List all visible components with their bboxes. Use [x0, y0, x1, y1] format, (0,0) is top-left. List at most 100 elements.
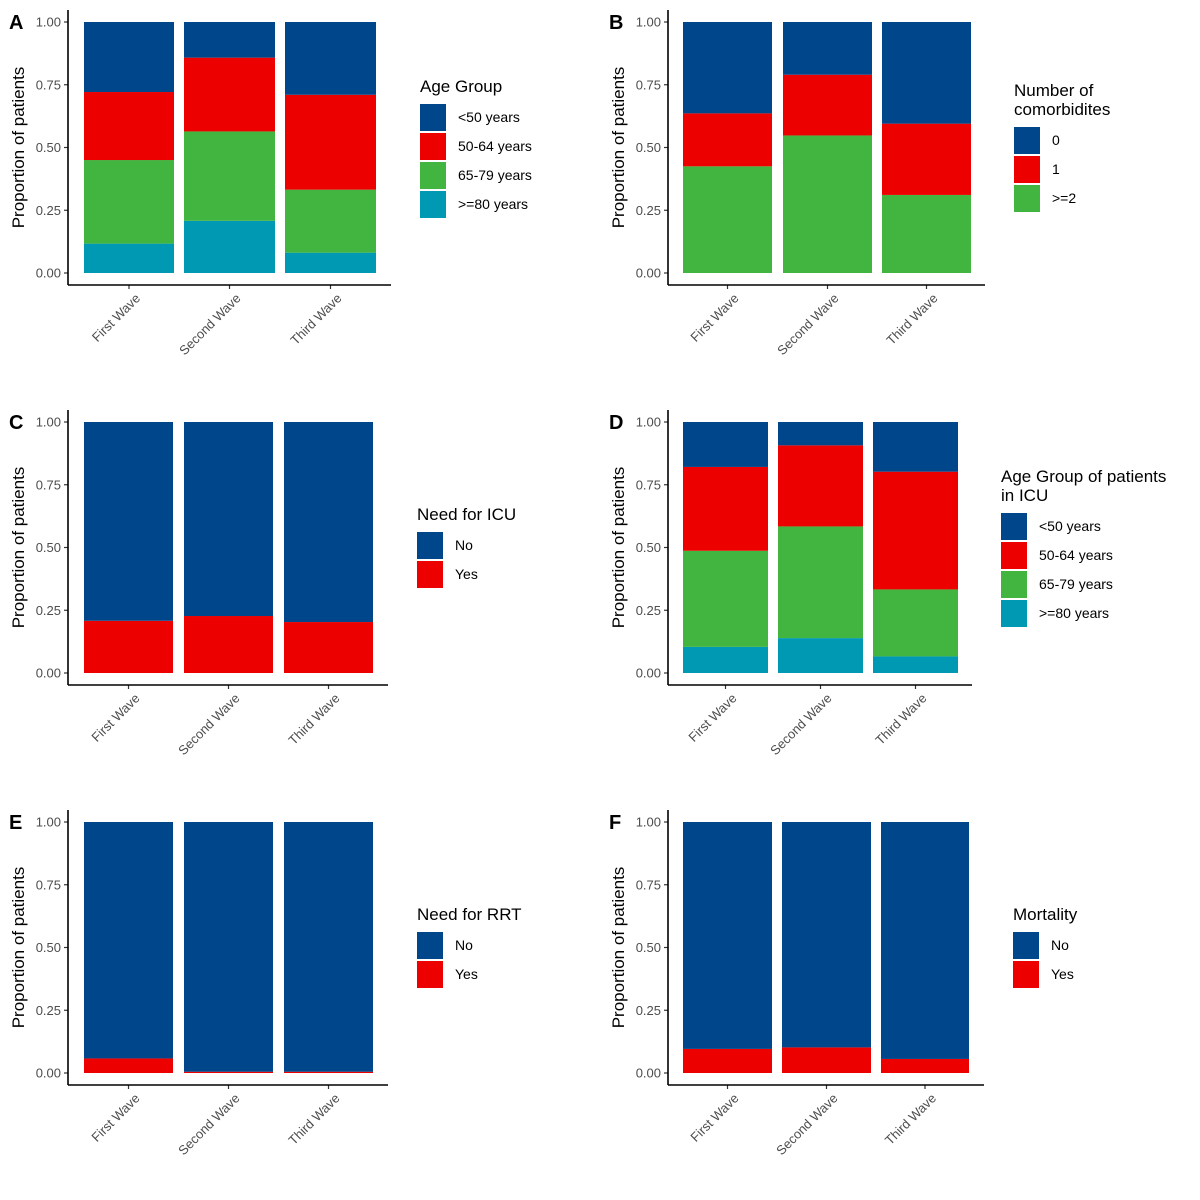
- bar-segment-first-wave-6579years: [683, 550, 768, 647]
- legend-title: Age Group: [420, 77, 502, 96]
- panel-b: B Proportion of patients 0.00 0.25 0.50 0.75 1…: [609, 10, 1110, 358]
- legend-key: [1013, 961, 1039, 988]
- legend-title: Need for ICU: [417, 505, 516, 524]
- legend: Mortality No Yes: [1013, 905, 1078, 988]
- y-tick-label: 1.00: [36, 815, 61, 830]
- bar-segment-second-wave-Yes: [184, 616, 273, 673]
- bar-segment-second-wave-2: [783, 135, 872, 273]
- legend-key: [417, 561, 443, 588]
- bar-segment-second-wave-5064years: [778, 445, 863, 527]
- legend-key: [1001, 542, 1027, 569]
- y-tick-label: 1.00: [36, 415, 61, 430]
- panel-d: D Proportion of patients 0.00 0.25 0.50 0.75 1…: [609, 410, 1166, 758]
- y-tick-label: 0.00: [636, 266, 661, 281]
- bar-segment-third-wave-50years: [873, 422, 958, 472]
- bar-segment-first-wave-6579years: [84, 160, 174, 244]
- legend-label: 1: [1052, 161, 1060, 177]
- bar-segment-first-wave-No: [84, 422, 173, 621]
- bar-segment-second-wave-5064years: [184, 57, 275, 132]
- legend-key: [420, 133, 446, 160]
- x-tick-label: Second Wave: [774, 291, 841, 358]
- bar-segment-second-wave-50years: [778, 422, 863, 446]
- bar-segment-second-wave-No: [184, 422, 273, 617]
- legend-key: [420, 162, 446, 189]
- y-tick-label: 0.50: [636, 140, 661, 155]
- legend-label: 65-79 years: [458, 167, 532, 183]
- legend: Age Group of patients in ICU <50 years 50-…: [1001, 467, 1166, 627]
- legend-label: No: [455, 537, 473, 553]
- y-tick-label: 0.00: [636, 1066, 661, 1081]
- bar-segment-first-wave-1: [683, 113, 772, 167]
- panel-letter: E: [9, 812, 22, 834]
- bar-segment-third-wave-6579years: [873, 589, 958, 657]
- legend-key: [1014, 156, 1040, 183]
- legend-key: [1014, 127, 1040, 154]
- x-tick-label: First Wave: [88, 1091, 142, 1145]
- legend-title: Age Group of patients: [1001, 467, 1166, 486]
- y-tick-label: 1.00: [636, 15, 661, 30]
- x-tick-label: Second Wave: [773, 1091, 840, 1158]
- legend-key: [417, 532, 443, 559]
- bar-segment-first-wave-80years: [683, 646, 768, 673]
- bar-segment-first-wave-5064years: [683, 466, 768, 551]
- bar-segment-third-wave-Yes: [881, 1058, 969, 1073]
- bar-segment-second-wave-1: [783, 74, 872, 136]
- legend-label: >=2: [1052, 190, 1076, 206]
- legend-label: 50-64 years: [1039, 547, 1113, 563]
- bar-segment-second-wave-No: [184, 822, 273, 1072]
- bar-segment-first-wave-Yes: [84, 620, 173, 673]
- legend-key: [1001, 571, 1027, 598]
- bar-segment-first-wave-80years: [84, 243, 174, 273]
- legend-title: Need for RRT: [417, 905, 522, 924]
- legend-key: [1014, 185, 1040, 212]
- x-tick-label: Second Wave: [176, 291, 243, 358]
- y-tick-label: 0.50: [36, 140, 61, 155]
- y-axis-title: Proportion of patients: [9, 467, 28, 629]
- bar-segment-first-wave-No: [683, 822, 772, 1049]
- y-tick-label: 0.25: [36, 603, 61, 618]
- panel-e: E Proportion of patients 0.00 0.25 0.50 0.75 1…: [9, 810, 522, 1158]
- bar-segment-third-wave-No: [284, 822, 373, 1072]
- y-tick-label: 0.75: [636, 877, 661, 892]
- y-tick-label: 0.50: [36, 540, 61, 555]
- legend-label: Yes: [455, 566, 478, 582]
- bar-segment-second-wave-Yes: [782, 1047, 871, 1073]
- bar-segment-third-wave-80years: [873, 656, 958, 673]
- legend-key: [420, 104, 446, 131]
- legend-label: >=80 years: [458, 196, 528, 212]
- bar-segment-first-wave-50years: [84, 22, 174, 93]
- x-tick-label: Second Wave: [175, 1091, 242, 1158]
- bar-segment-first-wave-2: [683, 166, 772, 273]
- y-tick-label: 0.25: [36, 203, 61, 218]
- bar-segment-second-wave-No: [782, 822, 871, 1048]
- bar-segment-third-wave-80years: [285, 252, 376, 273]
- y-tick-label: 0.25: [636, 1003, 661, 1018]
- bar-segment-third-wave-No: [881, 822, 969, 1059]
- x-tick-label: First Wave: [89, 291, 143, 345]
- panel-c: C Proportion of patients 0.00 0.25 0.50 0.75 1…: [9, 410, 516, 758]
- legend-label: >=80 years: [1039, 605, 1109, 621]
- y-axis-title: Proportion of patients: [9, 867, 28, 1029]
- panel-letter: B: [609, 12, 623, 34]
- bar-segment-third-wave-No: [284, 422, 373, 623]
- y-tick-label: 1.00: [36, 15, 61, 30]
- bar-segment-third-wave-0: [882, 22, 971, 124]
- x-tick-label: First Wave: [88, 691, 142, 745]
- bar-segment-second-wave-Yes: [184, 1071, 273, 1073]
- legend-title: Mortality: [1013, 905, 1078, 924]
- legend-title: Number of: [1014, 81, 1094, 100]
- y-tick-label: 0.50: [636, 540, 661, 555]
- bar-segment-second-wave-6579years: [778, 526, 863, 639]
- panel-f: F Proportion of patients 0.00 0.25 0.50 0.75 1…: [609, 810, 1078, 1158]
- legend-key: [417, 932, 443, 959]
- legend-label: No: [455, 937, 473, 953]
- bar-segment-third-wave-1: [882, 123, 971, 195]
- x-tick-label: First Wave: [687, 1091, 741, 1145]
- x-tick-label: Second Wave: [767, 691, 834, 758]
- panel-a: A Proportion of patients 0.00 0.25 0.50 0.75 1…: [9, 10, 532, 358]
- bar-segment-first-wave-Yes: [84, 1058, 173, 1073]
- y-tick-label: 0.75: [636, 477, 661, 492]
- bar-segment-first-wave-Yes: [683, 1048, 772, 1073]
